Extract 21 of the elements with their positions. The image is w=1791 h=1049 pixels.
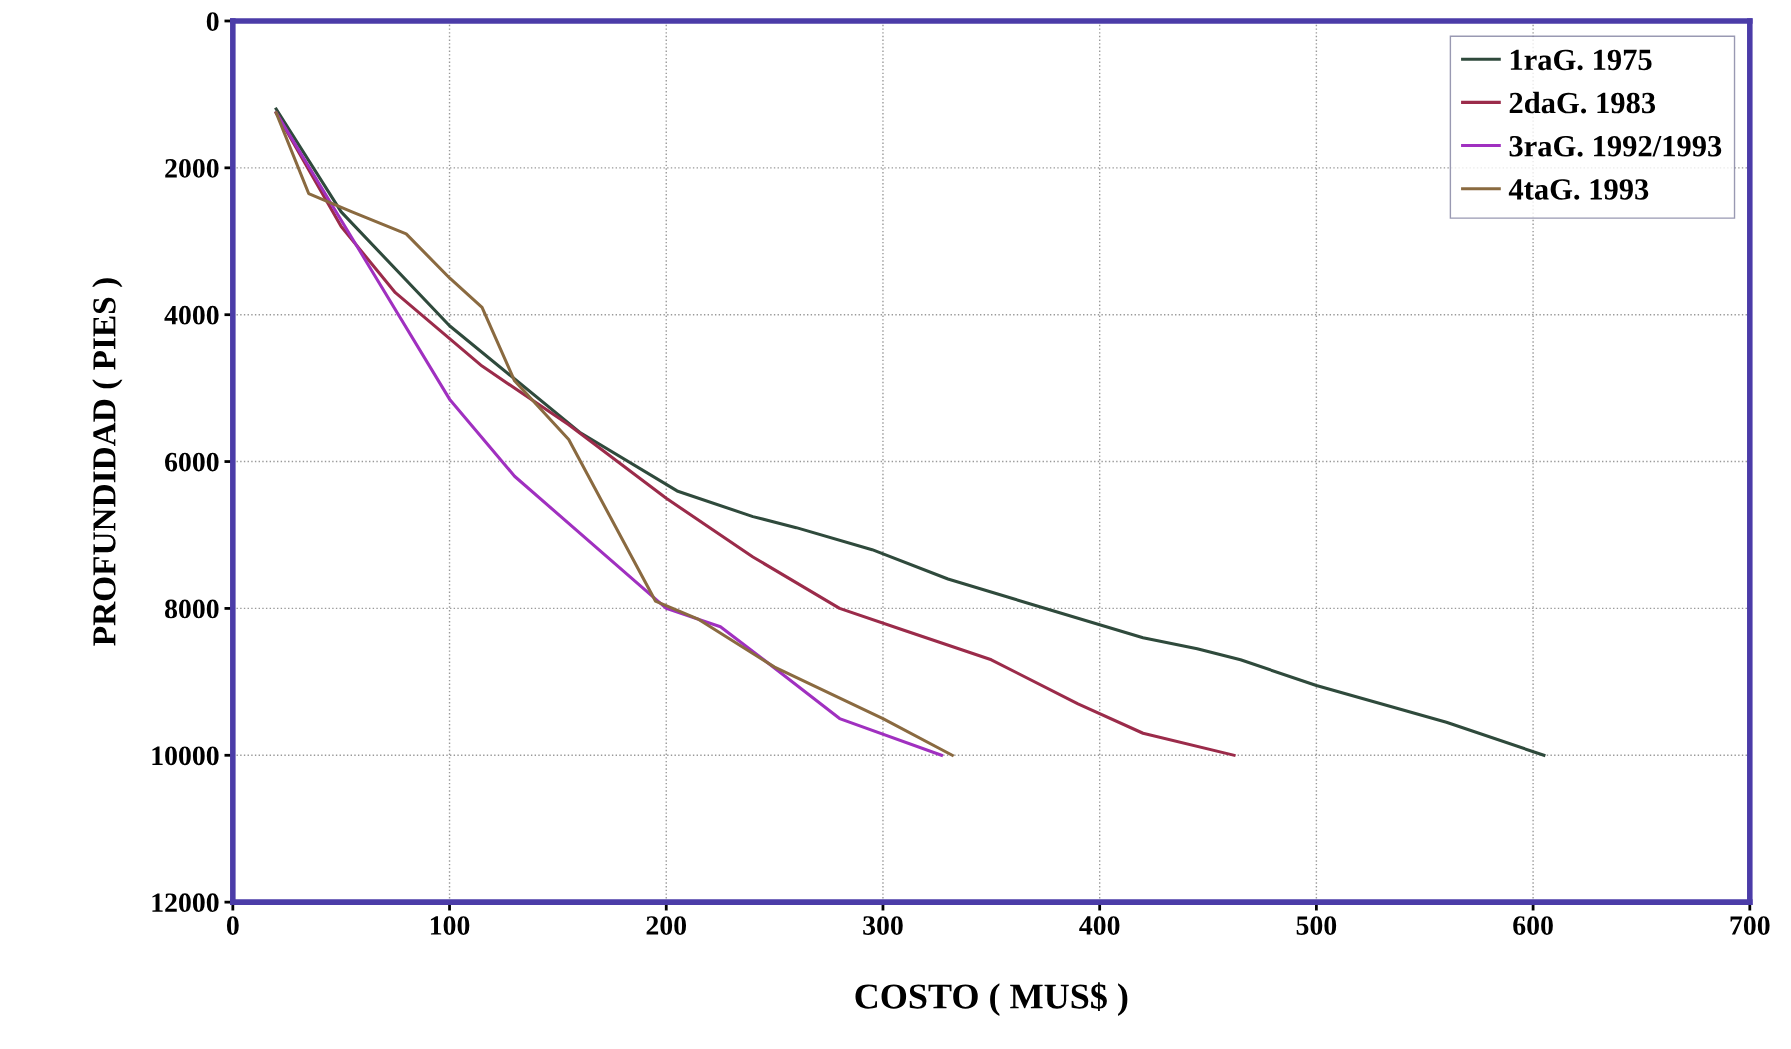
y-tick-label: 6000: [165, 452, 219, 472]
x-tick-label: 500: [1296, 916, 1337, 935]
y-tick-label: 0: [206, 12, 219, 31]
x-tick-label: 200: [646, 916, 687, 935]
y-tick-label: 12000: [152, 893, 219, 913]
x-tick-label: 100: [430, 916, 470, 935]
y-tick-label: 10000: [152, 746, 219, 766]
legend-label: 1raG. 1975: [1510, 49, 1652, 71]
y-tick-label: 4000: [164, 305, 219, 325]
y-axis-title: PROFUNDIDAD ( PIES ): [92, 278, 123, 646]
y-tick-label: 2000: [165, 159, 219, 178]
x-tick-label: 300: [863, 916, 903, 935]
legend-label: 4taG. 1993: [1508, 179, 1649, 200]
legend-label: 2daG. 1983: [1509, 91, 1656, 114]
x-tick-label: 0: [226, 916, 239, 935]
x-tick-label: 400: [1079, 916, 1120, 935]
legend-label: 3raG. 1992/1993: [1509, 135, 1722, 157]
x-axis-title: COSTO ( MUS$ ): [855, 982, 1128, 1017]
y-tick-label: 8000: [165, 599, 219, 619]
x-tick-label: 600: [1513, 916, 1553, 935]
x-tick-label: 700: [1730, 916, 1770, 935]
